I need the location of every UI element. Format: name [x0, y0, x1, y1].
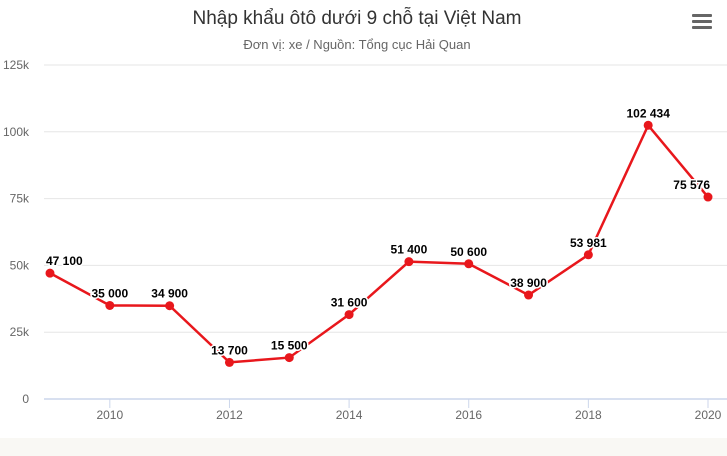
x-tick-label: 2016 [455, 408, 482, 422]
data-label: 34 900 [151, 287, 188, 301]
y-tick-label: 75k [10, 192, 30, 206]
footer-band [0, 438, 727, 456]
x-tick-label: 2014 [336, 408, 363, 422]
data-label: 31 600 [331, 296, 368, 310]
data-label: 102 434 [626, 106, 670, 120]
data-label: 50 600 [450, 245, 487, 259]
data-point [284, 353, 294, 363]
data-point [224, 357, 234, 367]
data-label: 38 900 [510, 276, 547, 290]
data-label: 53 981 [570, 236, 607, 250]
series-line [49, 122, 709, 364]
y-tick-label: 25k [10, 325, 30, 339]
data-point [45, 268, 55, 278]
data-point [524, 290, 534, 300]
data-point [344, 310, 354, 320]
data-label: 13 700 [211, 343, 248, 357]
data-point [464, 259, 474, 269]
data-point [165, 301, 175, 311]
data-point [583, 250, 593, 260]
data-label: 15 500 [271, 339, 308, 353]
x-tick-label: 2020 [695, 408, 722, 422]
chart-title: Nhập khẩu ôtô dưới 9 chỗ tại Việt Nam [192, 7, 521, 29]
chart-subtitle: Đơn vị: xe / Nguồn: Tổng cục Hải Quan [243, 37, 470, 52]
data-label: 75 576 [673, 178, 710, 192]
data-point [703, 192, 713, 202]
x-tick-label: 2018 [575, 408, 602, 422]
data-label: 51 400 [391, 243, 428, 257]
data-point [643, 120, 653, 130]
hamburger-menu-icon[interactable] [692, 14, 712, 32]
x-tick-label: 2012 [216, 408, 243, 422]
x-tick-label: 2010 [96, 408, 123, 422]
y-tick-label: 50k [10, 258, 30, 272]
y-tick-label: 100k [3, 125, 30, 139]
data-label: 47 100 [46, 254, 83, 268]
data-point [105, 300, 115, 310]
data-label: 35 000 [91, 286, 128, 300]
y-tick-label: 125k [3, 58, 30, 72]
y-tick-label: 0 [22, 392, 29, 406]
data-point [404, 257, 414, 267]
line-chart: Nhập khẩu ôtô dưới 9 chỗ tại Việt Nam Đơ… [3, 7, 727, 422]
